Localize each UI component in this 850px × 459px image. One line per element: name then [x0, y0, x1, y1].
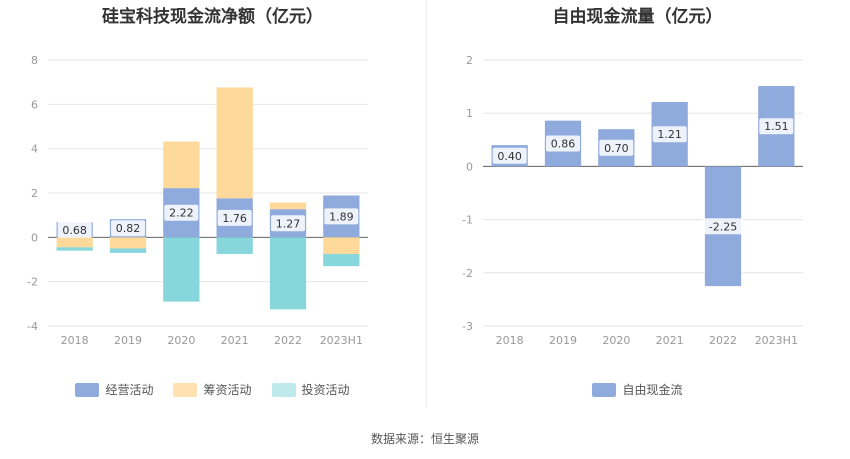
bar-2: [56, 237, 93, 248]
bar-3: [323, 253, 360, 267]
legend-swatch: [75, 382, 100, 397]
cash-flow-net-chart: -4 -2 0 2 4 6 8 0.68 2018 0.82 2019 2.22 2020 1.76 202…: [27, 54, 368, 347]
legend-item-investing[interactable]: 投资活动: [271, 381, 350, 398]
x-tick-label: 2023H1: [320, 334, 363, 347]
legend: 自由现金流: [425, 381, 850, 398]
chart-title: 硅宝科技现金流净额（亿元）: [102, 7, 323, 27]
data-label-bg: [57, 221, 92, 238]
free-cash-flow-chart: -3 -2 -1 0 1 2 0.40 2018 0.86 2019 0.70 2020 1.21 202…: [462, 54, 803, 347]
bar-2: [269, 202, 307, 210]
data-label: 0.40: [497, 150, 522, 163]
bar-2: [323, 237, 360, 254]
data-label-bg: [599, 139, 634, 156]
data-label-bg: [652, 126, 687, 143]
data-label-bg: [164, 204, 199, 221]
x-tick-label: 2023H1: [755, 334, 798, 347]
y-tick-label: 8: [31, 54, 38, 67]
legend-label: 经营活动: [105, 383, 154, 397]
data-label: 2.22: [169, 207, 194, 220]
bar-3: [163, 237, 200, 302]
y-tick-label: 0: [466, 160, 473, 173]
data-label-bg: [271, 215, 305, 232]
legend-item-financing[interactable]: 筹资活动: [173, 381, 252, 398]
legend-label: 投资活动: [301, 383, 350, 397]
x-tick-label: 2021: [221, 334, 249, 347]
cash-flow-net-panel: 硅宝科技现金流净额（亿元） -4 -2 0 2 4 6 8 0.68 2018 0.82 2019 2…: [0, 0, 425, 410]
data-label: 0.86: [551, 138, 576, 151]
legend: 经营活动 筹资活动 投资活动: [0, 381, 425, 398]
data-label-bg: [759, 118, 794, 135]
data-label: 1.89: [329, 210, 354, 223]
x-tick-label: 2018: [61, 334, 89, 347]
x-tick-label: 2022: [709, 334, 737, 347]
data-label: 1.76: [222, 212, 247, 225]
data-label-bg: [217, 209, 252, 226]
data-label: 0.68: [62, 224, 87, 237]
y-tick-label: 4: [31, 143, 38, 156]
y-tick-label: 6: [31, 98, 38, 111]
y-tick-label: -2: [27, 276, 38, 289]
bar-3: [269, 237, 307, 310]
data-label-bg: [111, 220, 145, 237]
x-tick-label: 2018: [496, 334, 524, 347]
x-tick-label: 2022: [274, 334, 302, 347]
x-tick-label: 2020: [167, 334, 195, 347]
y-tick-label: -4: [27, 320, 38, 333]
data-label: 0.70: [604, 142, 629, 155]
data-label-bg: [702, 218, 744, 235]
data-label-bg: [492, 147, 527, 164]
y-tick-label: 2: [466, 54, 473, 67]
x-tick-label: 2019: [114, 334, 142, 347]
y-tick-label: -3: [462, 320, 473, 333]
data-label: 0.82: [116, 222, 141, 235]
bar-3: [56, 247, 93, 251]
bar-2: [109, 237, 147, 249]
legend-label: 自由现金流: [622, 383, 683, 397]
bar-2: [163, 141, 200, 189]
y-tick-label: 1: [466, 107, 473, 120]
legend-item-free-cash-flow[interactable]: 自由现金流: [592, 381, 683, 398]
chart-title: 自由现金流量（亿元）: [552, 7, 723, 27]
x-tick-label: 2021: [656, 334, 684, 347]
data-label: 1.21: [657, 128, 682, 141]
bar-3: [216, 237, 253, 254]
data-label: -2.25: [709, 220, 737, 233]
y-tick-label: 2: [31, 187, 38, 200]
y-tick-label: -2: [462, 267, 473, 280]
data-label: 1.51: [764, 120, 789, 133]
data-source: 数据来源：恒生聚源: [370, 432, 479, 446]
y-tick-label: -1: [462, 214, 473, 227]
free-cash-flow-panel: 自由现金流量（亿元） -3 -2 -1 0 1 2 0.40 2018 0.86 2019 0.70…: [425, 0, 850, 410]
x-tick-label: 2019: [549, 334, 577, 347]
bar-3: [109, 248, 147, 253]
legend-swatch: [173, 382, 198, 397]
data-label: 1.27: [276, 217, 301, 230]
panel-divider: [426, 0, 427, 408]
x-tick-label: 2020: [602, 334, 630, 347]
bar-2: [216, 87, 253, 199]
legend-swatch: [592, 382, 617, 397]
legend-item-operating[interactable]: 经营活动: [75, 381, 153, 398]
y-tick-label: 0: [31, 231, 38, 244]
data-label-bg: [324, 208, 359, 225]
legend-swatch: [271, 382, 296, 397]
data-label-bg: [546, 135, 580, 152]
legend-label: 筹资活动: [203, 383, 252, 397]
